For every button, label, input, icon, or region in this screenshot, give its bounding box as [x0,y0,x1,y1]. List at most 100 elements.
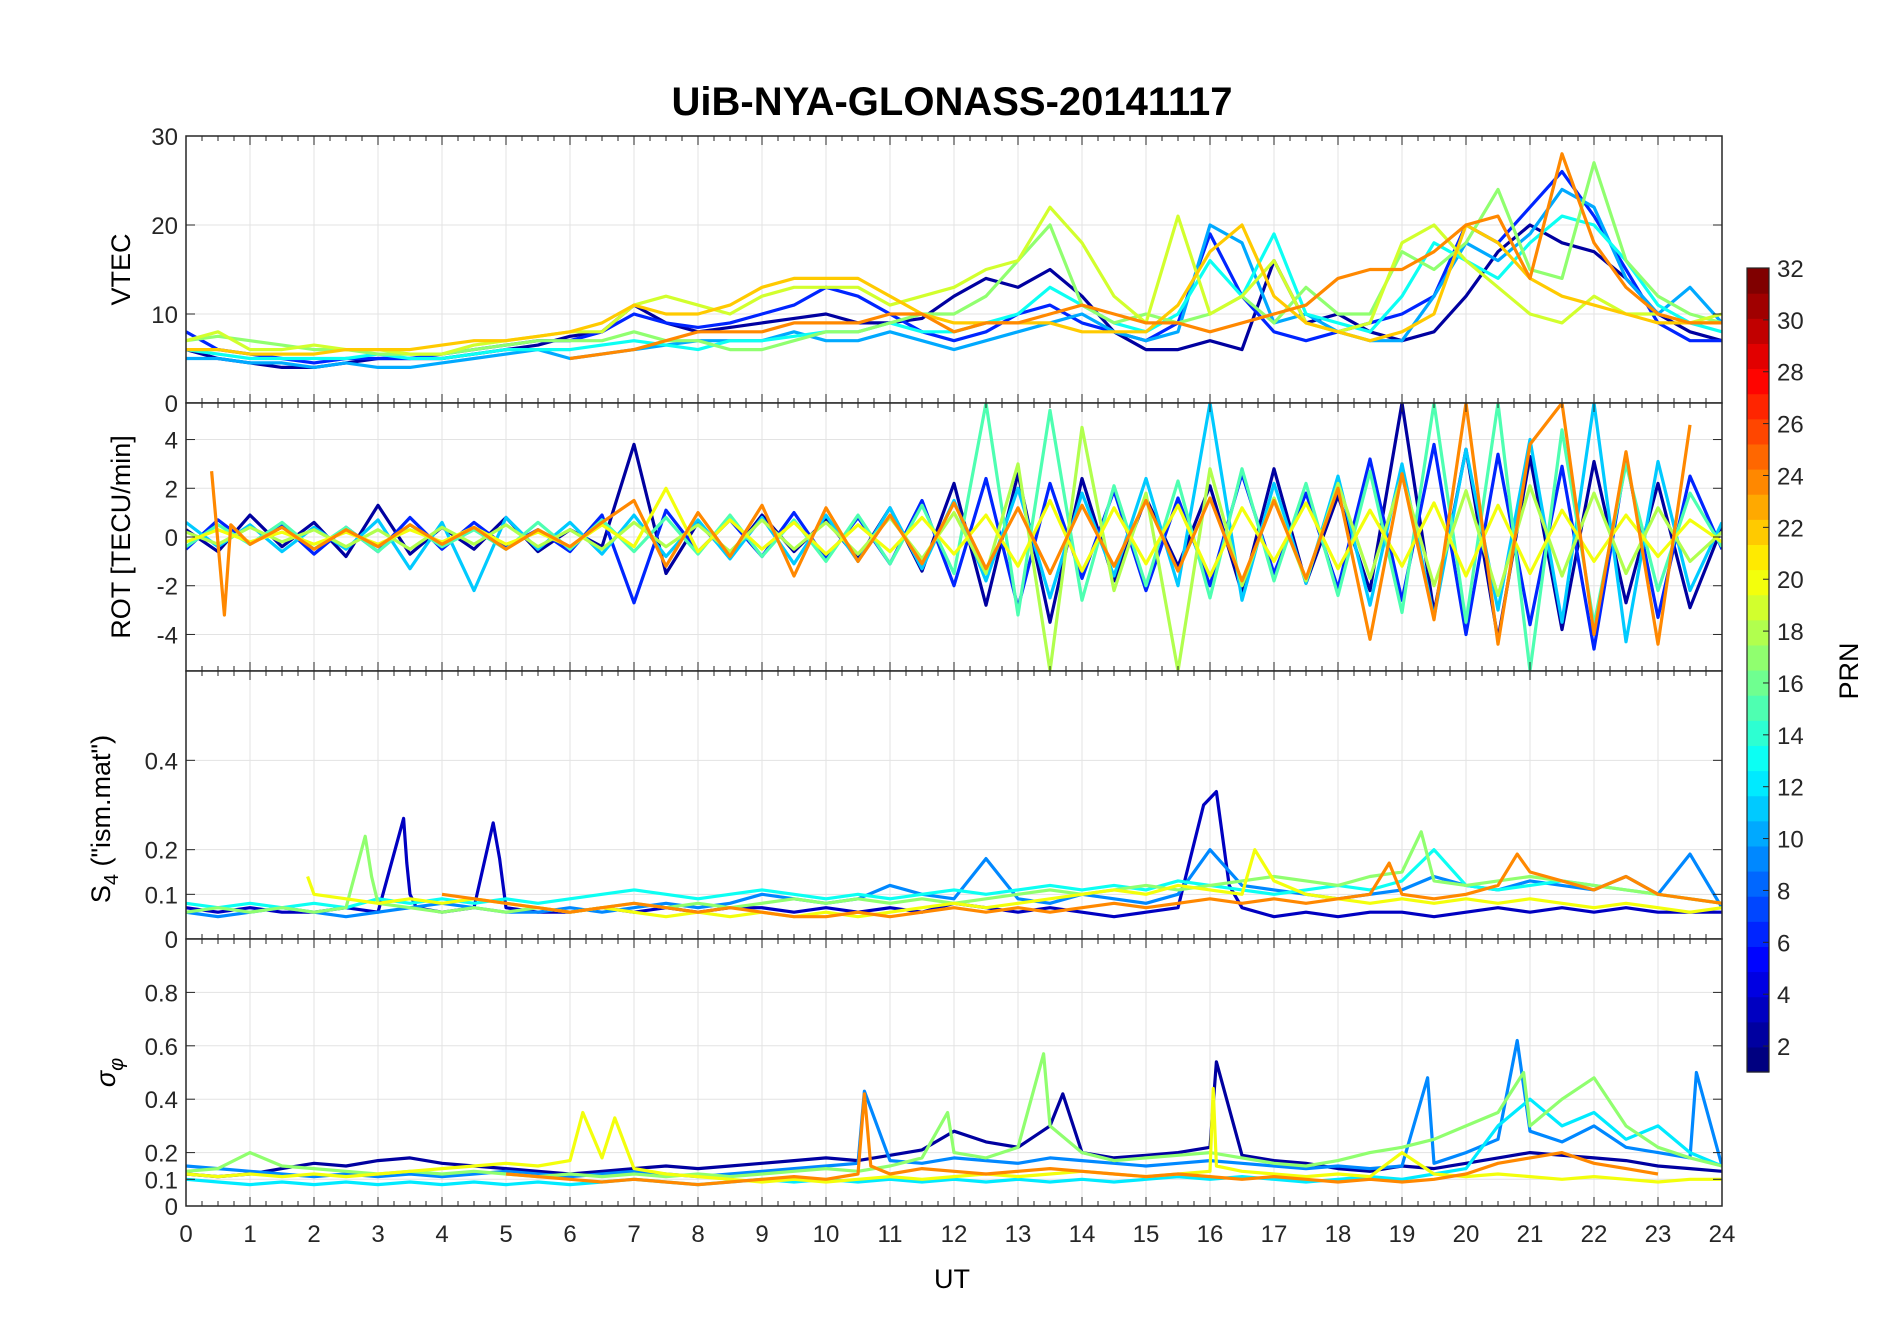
series-line-prn-12 [186,1097,1722,1187]
colorbar-cell [1747,695,1769,721]
x-tick-label: 23 [1645,1221,1672,1248]
series-line-prn-19 [186,205,1722,356]
series-line-prn-20 [186,486,1722,578]
y-tick-label: 0.4 [145,748,178,775]
colorbar-cell [1747,318,1769,344]
colorbar-tick-label: 4 [1777,982,1790,1009]
panel-3: 0 0.1 0.2 0.4 S4 ("ism.mat") [86,670,1723,954]
series-line-prn-6 [186,442,1722,651]
colorbar-cell [1747,619,1769,646]
colorbar-tick-label: 30 [1777,308,1804,335]
colorbar-tick-label: 10 [1777,827,1804,854]
y-tick-label: 30 [151,124,178,151]
colorbar-cell [1747,1046,1769,1073]
y-tick-label: 2 [165,476,178,503]
x-tick-label: 15 [1133,1221,1160,1248]
y-tick-label: 0.6 [145,1034,178,1061]
y-axis-label-sigma: σ [91,1069,121,1087]
y-tick-label: 0.1 [145,882,178,909]
colorbar-tick-label: 12 [1777,775,1804,802]
series-line-prn-18 [186,425,1722,671]
x-tick-label: 11 [878,1221,903,1248]
series-line-prn-2 [186,1060,1722,1179]
series-line-prn-17 [186,830,1722,914]
x-tick-label: 9 [755,1221,768,1248]
colorbar-tick-label: 18 [1777,619,1804,646]
colorbar-cell [1747,996,1769,1023]
x-tick-label: 5 [499,1221,512,1248]
x-tick-label: 10 [813,1221,840,1248]
x-tick-label: 8 [691,1221,704,1248]
colorbar-tick-label: 26 [1777,412,1804,439]
series-group [186,403,1722,671]
colorbar-cell [1747,896,1769,922]
colorbar-cell [1747,795,1769,822]
colorbar-frame [1746,267,1770,1073]
y-tick-label: 0.8 [145,980,178,1007]
y-tick-label: 10 [151,302,178,329]
colorbar-cell [1747,469,1769,495]
colorbar-cell [1747,343,1769,370]
panel-2: -4 -2 0 2 4 ROT [TECU/min] [106,402,1723,672]
colorbar-cell [1747,393,1769,420]
colorbar-cell [1747,594,1769,621]
y-axis-label: ROT [TECU/min] [106,435,136,639]
x-tick-label: 24 [1709,1221,1736,1248]
y-tick-label: 4 [165,428,178,455]
colorbar-cell [1747,670,1769,696]
colorbar-cell [1747,946,1769,973]
y-tick-label: 0 [165,1194,178,1221]
colorbar-cell [1747,494,1769,520]
y-tick-label: 0.2 [145,838,178,865]
colorbar-cell [1747,368,1769,395]
y-axis-label-sub: 4 [101,874,123,885]
colorbar-cell [1747,971,1769,998]
y-axis-label: VTEC [106,233,136,305]
x-tick-label: 2 [307,1221,320,1248]
x-tick-label: 22 [1581,1221,1608,1248]
colorbar-cell [1747,745,1769,772]
series-group [186,152,1722,369]
colorbar-cell [1747,519,1769,545]
series-line-prn-24 [505,1092,1659,1187]
colorbar-tick-label: 16 [1777,671,1804,698]
colorbar-tick-label: 32 [1777,256,1804,283]
colorbar-cell [1747,443,1769,470]
series-line-prn-24 [569,152,1722,361]
colorbar-tick-label: 28 [1777,360,1804,387]
y-axis-label-main: S [86,885,116,903]
x-ticks [185,671,1723,939]
y-tick-label: -4 [157,622,178,649]
x-tick-label: 19 [1389,1221,1416,1248]
x-tick-label: 16 [1197,1221,1224,1248]
x-tick-label: 20 [1453,1221,1480,1248]
colorbar-tick-label: 20 [1777,567,1804,594]
y-axis-label-sub: φ [106,1058,128,1071]
colorbar-tick-label: 14 [1777,723,1804,750]
x-tick-label: 12 [941,1221,968,1248]
x-tick-label: 17 [1261,1221,1288,1248]
colorbar-cell [1747,845,1769,872]
colorbar-cell [1747,418,1769,445]
y-axis-label: S4 ("ism.mat") [86,735,123,903]
y-tick-label: -2 [157,574,178,601]
series-group [186,790,1722,919]
y-tick-label: 0 [165,927,178,954]
colorbar-cell [1747,544,1769,571]
colorbar-cell [1747,871,1769,897]
colorbar-cell [1747,293,1769,319]
colorbar-cell [1747,268,1769,294]
series-line-prn-24 [441,852,1722,919]
x-tick-label: 14 [1069,1221,1096,1248]
panel-1: 0 10 20 30 VTEC [106,124,1723,418]
y-tick-label: 0.4 [145,1087,178,1114]
x-axis-label: UT [934,1264,970,1294]
y-axis-label: σφ [91,1058,128,1087]
colorbar-cell [1747,1021,1769,1048]
colorbar-cell [1747,921,1769,947]
series-line-prn-15 [186,403,1722,671]
